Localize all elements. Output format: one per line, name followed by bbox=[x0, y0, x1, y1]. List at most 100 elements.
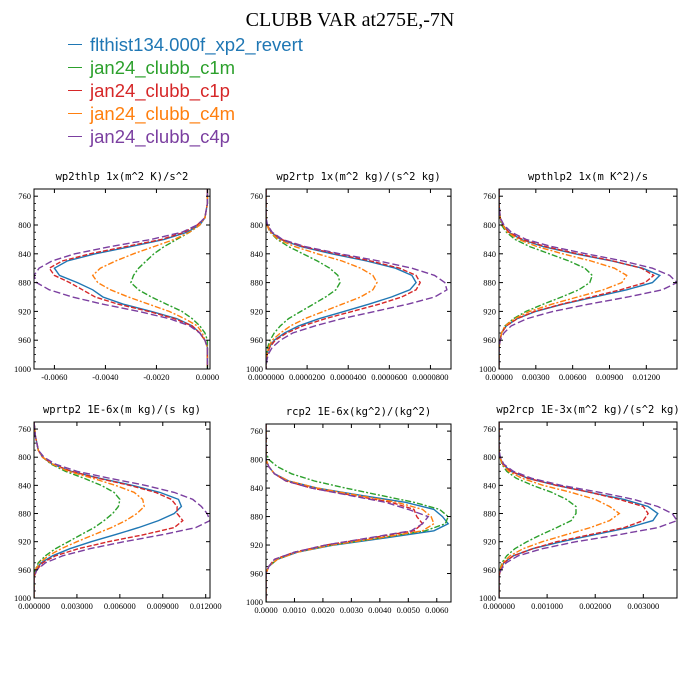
y-tick-label: 920 bbox=[483, 537, 496, 547]
series-line bbox=[34, 422, 121, 598]
y-tick-label: 880 bbox=[483, 278, 496, 288]
x-tick-label: 0.003000 bbox=[61, 601, 93, 611]
x-tick-label: 0.006000 bbox=[104, 601, 136, 611]
legend-item: flthist134.000f_xp2_revert bbox=[68, 33, 303, 56]
y-tick-label: 1000 bbox=[479, 364, 496, 374]
series-line bbox=[499, 189, 628, 369]
y-tick-label: 840 bbox=[250, 483, 263, 493]
chart-panel: wpthlp2 1x(m K^2)/s 760 800 840 880 920 960 100… bbox=[479, 171, 678, 382]
series-line bbox=[499, 189, 594, 369]
legend-swatch bbox=[68, 112, 82, 114]
chart-panel: wp2rcp 1E-3x(m^2 kg)/(s^2 kg)760 800 840 88… bbox=[479, 404, 680, 611]
series-line bbox=[34, 189, 209, 369]
y-tick-label: 960 bbox=[483, 335, 496, 345]
y-tick-label: 800 bbox=[483, 220, 496, 230]
plot-frame bbox=[33, 421, 211, 599]
y-tick-label: 840 bbox=[18, 480, 31, 490]
y-tick-label: 800 bbox=[18, 220, 31, 230]
page-title: CLUBB VAR at275E,-7N bbox=[245, 9, 455, 31]
x-tick-label: 0.00300 bbox=[522, 372, 550, 382]
legend-swatch bbox=[68, 89, 82, 91]
y-tick-label: 840 bbox=[18, 249, 31, 259]
y-tick-label: 800 bbox=[483, 452, 496, 462]
series-line bbox=[499, 189, 655, 369]
plot-frame bbox=[265, 423, 452, 603]
x-tick-label: 0.000000 bbox=[483, 601, 515, 611]
y-tick-label: 920 bbox=[483, 306, 496, 316]
series-line bbox=[266, 189, 448, 369]
y-tick-label: 880 bbox=[250, 278, 263, 288]
panel-title: wprtp2 1E-6x(m kg)/(s kg) bbox=[43, 404, 201, 416]
legend-item: jan24_clubb_c1p bbox=[68, 79, 303, 102]
series-line bbox=[266, 189, 417, 369]
x-tick-label: 0.0000200 bbox=[289, 372, 325, 382]
plot-frame bbox=[33, 188, 211, 370]
y-tick-label: 760 bbox=[250, 191, 263, 201]
x-tick-label: 0.002000 bbox=[579, 601, 611, 611]
y-tick-label: 960 bbox=[18, 565, 31, 575]
x-tick-label: 0.0000 bbox=[196, 372, 219, 382]
legend-label: jan24_clubb_c1p bbox=[90, 80, 230, 101]
x-tick-label: 0.0000800 bbox=[412, 372, 448, 382]
x-tick-label: 0.0020 bbox=[311, 605, 334, 615]
series-line bbox=[91, 189, 209, 369]
panel-title: wp2rtp 1x(m^2 kg)/(s^2 kg) bbox=[276, 171, 440, 183]
y-tick-label: 880 bbox=[483, 509, 496, 519]
series-line bbox=[266, 424, 450, 602]
y-tick-label: 960 bbox=[250, 335, 263, 345]
chart-panel: wp2thlp 1x(m^2 K)/s^2 760 800 840 880 920 960 1… bbox=[14, 171, 219, 382]
series-line bbox=[266, 189, 341, 369]
series-line bbox=[499, 422, 621, 598]
y-tick-label: 920 bbox=[250, 540, 263, 550]
y-tick-label: 800 bbox=[18, 452, 31, 462]
x-tick-label: 0.009000 bbox=[147, 601, 179, 611]
y-tick-label: 1000 bbox=[479, 593, 496, 603]
panel-title: wp2rcp 1E-3x(m^2 kg)/(s^2 kg) bbox=[496, 404, 679, 416]
y-tick-label: 760 bbox=[483, 191, 496, 201]
y-tick-label: 760 bbox=[18, 191, 31, 201]
series-line bbox=[499, 422, 659, 598]
legend-item: jan24_clubb_c4p bbox=[68, 125, 303, 148]
y-tick-label: 960 bbox=[483, 565, 496, 575]
series-line bbox=[499, 189, 662, 369]
x-tick-label: 0.01200 bbox=[632, 372, 660, 382]
series-line bbox=[48, 189, 209, 369]
plot-frame bbox=[498, 421, 678, 599]
x-tick-label: 0.0040 bbox=[368, 605, 391, 615]
y-tick-label: 920 bbox=[18, 306, 31, 316]
y-tick-label: 1000 bbox=[246, 597, 263, 607]
series-line bbox=[34, 422, 210, 598]
y-tick-label: 800 bbox=[250, 455, 263, 465]
x-tick-label: -0.0020 bbox=[143, 372, 169, 382]
y-tick-label: 1000 bbox=[246, 364, 263, 374]
y-tick-label: 800 bbox=[250, 220, 263, 230]
x-tick-label: 0.0030 bbox=[340, 605, 363, 615]
legend-item: jan24_clubb_c4m bbox=[68, 102, 303, 125]
y-tick-label: 1000 bbox=[14, 364, 31, 374]
series-line bbox=[499, 189, 677, 369]
panel-title: wp2thlp 1x(m^2 K)/s^2 bbox=[56, 171, 189, 183]
y-tick-label: 960 bbox=[250, 569, 263, 579]
y-tick-label: 760 bbox=[250, 426, 263, 436]
legend-swatch bbox=[68, 135, 82, 137]
x-tick-label: 0.000000 bbox=[18, 601, 50, 611]
y-tick-label: 1000 bbox=[14, 593, 31, 603]
chart-panel: wprtp2 1E-6x(m kg)/(s kg) 760 800 840 880 920… bbox=[14, 404, 222, 611]
y-tick-label: 920 bbox=[18, 537, 31, 547]
series-line bbox=[34, 422, 183, 598]
x-tick-label: 0.001000 bbox=[531, 601, 563, 611]
y-tick-label: 880 bbox=[18, 278, 31, 288]
y-tick-label: 960 bbox=[18, 335, 31, 345]
plot-frame bbox=[498, 188, 678, 370]
series-line bbox=[266, 424, 450, 602]
y-tick-label: 840 bbox=[483, 480, 496, 490]
series-line bbox=[266, 189, 378, 369]
x-tick-label: -0.0060 bbox=[41, 372, 67, 382]
y-tick-label: 760 bbox=[483, 424, 496, 434]
y-tick-label: 880 bbox=[18, 509, 31, 519]
x-tick-label: 0.0000 bbox=[254, 605, 277, 615]
series-line bbox=[130, 189, 209, 369]
x-tick-label: 0.0060 bbox=[425, 605, 448, 615]
x-tick-label: 0.0000000 bbox=[248, 372, 284, 382]
